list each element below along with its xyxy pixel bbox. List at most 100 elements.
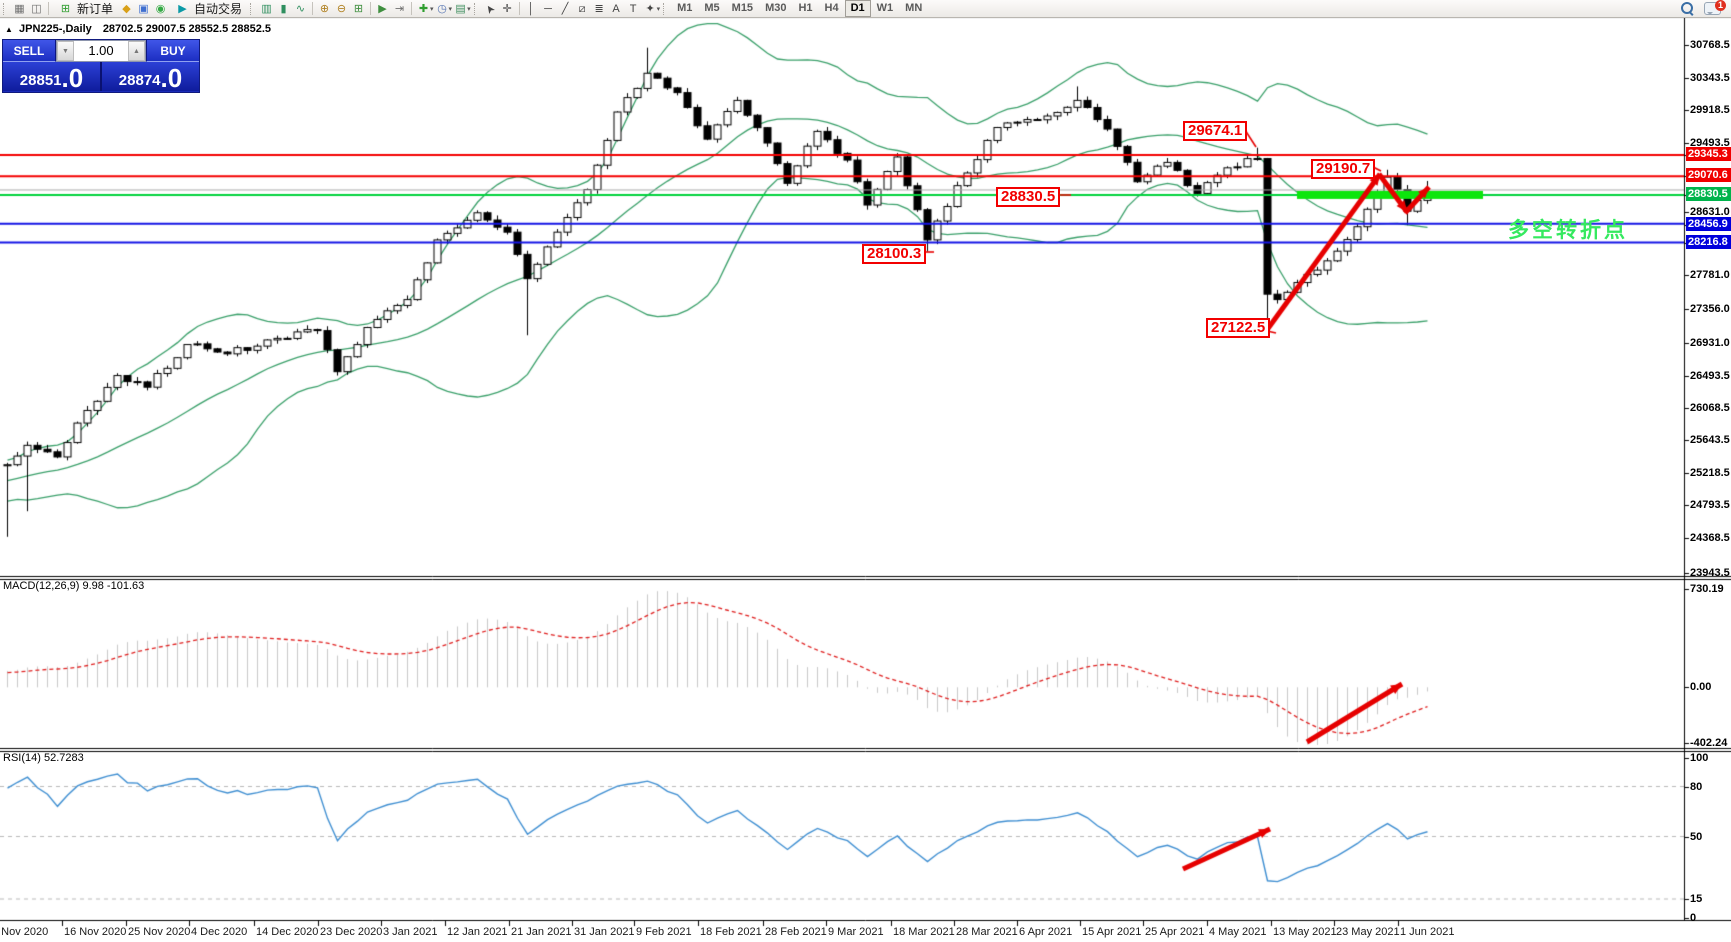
zoom-in-icon[interactable]: ⊕ — [319, 2, 330, 15]
trendline-icon[interactable]: ╱ — [561, 2, 569, 15]
volume-decrease-button[interactable]: ▼ — [57, 41, 74, 61]
collapse-trade-panel-icon[interactable]: ▲ — [5, 25, 13, 34]
auto-trading-button-label: 自动交易 — [194, 2, 243, 16]
line-chart-icon[interactable]: ∿ — [295, 2, 306, 15]
buy-price-decimal: .0 — [160, 63, 183, 94]
timeframe-h1[interactable]: H1 — [798, 2, 813, 14]
timeframe-m30[interactable]: M30 — [765, 2, 787, 14]
chart-title: ▲ JPN225-,Daily 28702.5 29007.5 28552.5 … — [5, 23, 271, 35]
templates-icon[interactable]: ▤ — [455, 2, 466, 15]
price-axis-highlight: 28830.5 — [1686, 187, 1731, 201]
date-axis-label: 31 Jan 2021 — [574, 926, 635, 938]
sell-price[interactable]: 28851 .0 — [3, 62, 102, 91]
templates-icon-dropdown[interactable]: ▾ — [467, 5, 471, 13]
symbol-period-label: JPN225-,Daily — [18, 23, 92, 35]
price-axis-tick: 30343.5 — [1690, 72, 1730, 84]
arrows-icon-dropdown[interactable]: ▾ — [656, 5, 661, 13]
sell-button[interactable]: SELL — [3, 40, 56, 62]
equidistant-channel-icon[interactable]: ⧄ — [578, 2, 586, 15]
horizontal-line-icon[interactable]: ─ — [544, 2, 552, 15]
toolbar-grip — [3, 2, 8, 15]
date-axis-label: 5 Nov 2020 — [0, 926, 49, 938]
zoom-out-icon[interactable]: ⊖ — [336, 2, 347, 15]
crosshair-icon[interactable]: ✛ — [502, 2, 512, 15]
date-axis-label: 12 Jan 2021 — [447, 926, 508, 938]
timeframe-h4[interactable]: H4 — [824, 2, 839, 14]
candlestick-chart-icon[interactable]: ▮ — [280, 2, 287, 15]
chart-preview-icon[interactable]: ◫ — [31, 2, 42, 15]
price-annotation-label[interactable]: 29190.7 — [1311, 159, 1376, 179]
price-axis-tick: 25643.5 — [1690, 434, 1730, 446]
toolbar-grip — [663, 2, 668, 15]
tile-windows-icon[interactable]: ⊞ — [353, 2, 364, 15]
notification-badge: 1 — [1715, 0, 1726, 11]
price-axis-tick: 27781.0 — [1690, 269, 1730, 281]
date-axis-label: 25 Nov 2020 — [128, 926, 191, 938]
toolbar-separator — [518, 2, 520, 15]
price-annotation-label[interactable]: 29674.1 — [1183, 121, 1248, 141]
fibonacci-icon[interactable]: ≣ — [594, 2, 604, 15]
market-watch-icon[interactable]: ▣ — [138, 2, 149, 15]
signals-icon[interactable]: ◉ — [155, 2, 166, 15]
rsi-axis-tick: 50 — [1690, 831, 1703, 843]
new-order-button[interactable]: ⊞ 新订单 — [52, 1, 118, 17]
styler-icon[interactable]: ◆ — [122, 2, 131, 15]
volume-increase-button[interactable]: ▲ — [128, 41, 145, 61]
toolbar-grip — [473, 2, 479, 15]
timeframe-m5[interactable]: M5 — [704, 2, 720, 14]
macd-label: MACD(12,26,9) 9.98 -101.63 — [3, 580, 145, 592]
toolbar-separator — [48, 2, 49, 15]
indicators-icon-dropdown[interactable]: ▾ — [430, 5, 434, 13]
price-axis-tick: 26931.0 — [1690, 337, 1730, 349]
timeframe-w1[interactable]: W1 — [876, 2, 894, 14]
text-label-icon[interactable]: T — [629, 2, 637, 15]
price-annotation-label[interactable]: 27122.5 — [1206, 318, 1271, 338]
auto-trading-button[interactable]: ▶ 自动交易 — [169, 1, 247, 17]
price-axis-tick: 28631.0 — [1690, 206, 1730, 218]
volume-field: ▼ 1.00 ▲ — [56, 40, 146, 62]
price-annotation-label[interactable]: 28100.3 — [862, 244, 927, 264]
turning-point-text[interactable]: 多空转折点 — [1508, 219, 1628, 242]
notifications-icon[interactable]: 1 — [1704, 0, 1726, 15]
search-icon[interactable] — [1681, 2, 1694, 15]
timeframe-group: M1 M5 M15 M30 H1 H4 D1 W1 MN — [671, 0, 928, 17]
chart-shift-icon[interactable]: ⇥ — [394, 2, 405, 15]
timeframe-m15[interactable]: M15 — [731, 2, 754, 14]
date-axis-label: 28 Feb 2021 — [765, 926, 827, 938]
toolbar-grip — [250, 2, 255, 15]
ohlc-values: 28702.5 29007.5 28552.5 28852.5 — [102, 23, 272, 35]
periods-icon-dropdown[interactable]: ▾ — [448, 5, 453, 13]
timeframe-m1[interactable]: M1 — [677, 2, 693, 14]
price-axis-tick: 24793.5 — [1690, 499, 1730, 511]
arrows-icon[interactable]: ✦ — [645, 2, 655, 15]
date-axis-label: 4 Dec 2020 — [191, 926, 248, 938]
date-axis-label: 23 Dec 2020 — [320, 926, 383, 938]
rsi-label: RSI(14) 52.7283 — [3, 752, 84, 764]
timeframe-d1[interactable]: D1 — [844, 0, 871, 17]
date-axis-label: 13 May 2021 — [1273, 926, 1337, 938]
volume-input[interactable]: 1.00 — [88, 43, 114, 58]
date-axis-label: 15 Apr 2021 — [1082, 926, 1142, 938]
date-axis-label: 3 Jan 2021 — [383, 926, 438, 938]
toolbar-separator — [370, 2, 372, 15]
buy-price[interactable]: 28874 .0 — [102, 62, 199, 91]
text-icon[interactable]: A — [612, 2, 620, 15]
price-axis-highlight: 29345.3 — [1686, 147, 1731, 161]
timeframe-mn[interactable]: MN — [905, 2, 923, 14]
price-annotation-label[interactable]: 28830.5 — [996, 187, 1061, 207]
buy-button[interactable]: BUY — [146, 40, 199, 62]
date-axis-label: 6 Apr 2021 — [1019, 926, 1073, 938]
auto-scroll-icon[interactable]: ▶ — [378, 2, 387, 15]
indicators-icon[interactable]: ✚ — [418, 2, 429, 15]
auto-trading-icon: ▶ — [178, 2, 187, 15]
periods-icon[interactable]: ◷ — [437, 2, 447, 15]
price-axis-tick: 24368.5 — [1690, 532, 1730, 544]
vertical-line-icon[interactable]: │ — [527, 2, 535, 15]
new-chart-icon[interactable]: ▦ — [14, 2, 25, 15]
price-axis-tick: 23943.5 — [1690, 567, 1730, 579]
price-axis-highlight: 28456.9 — [1686, 217, 1731, 231]
price-axis-highlight: 28216.8 — [1686, 235, 1731, 249]
bar-chart-icon[interactable]: ▥ — [261, 2, 272, 15]
